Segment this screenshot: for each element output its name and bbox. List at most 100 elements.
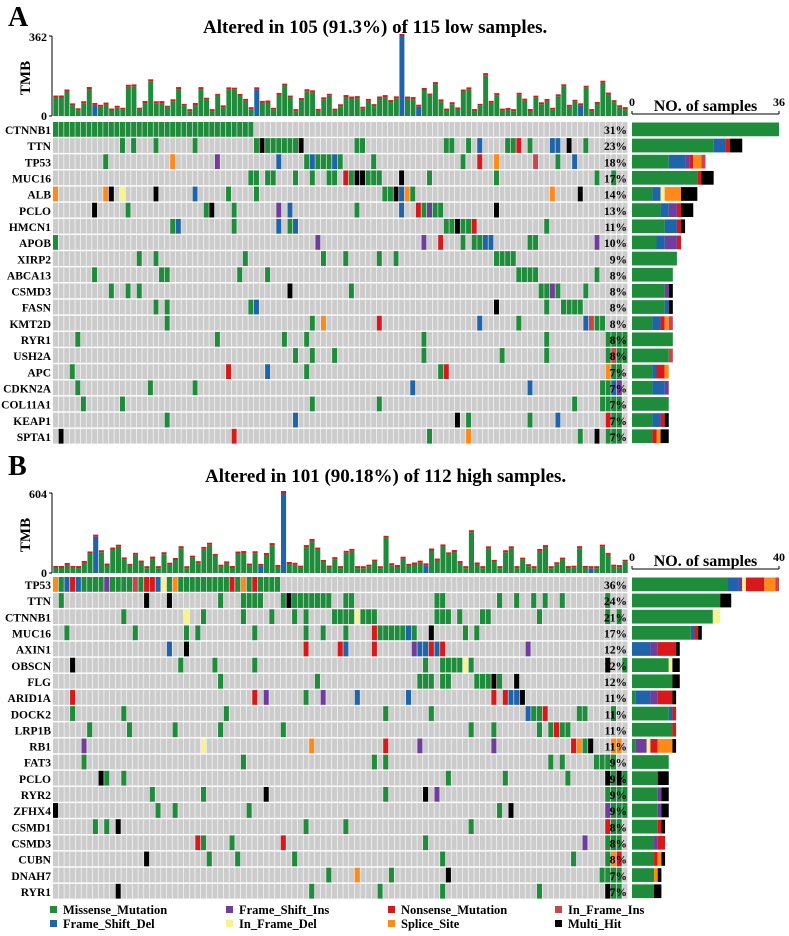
tmb-bar [514,568,520,573]
grid-cell [153,412,159,428]
grid-cell [434,690,440,705]
mutation-cell [315,235,321,250]
grid-cell [131,364,137,379]
grid-cell [622,122,628,137]
mutation-cell [605,786,611,802]
grid-cell [510,122,516,137]
grid-cell [108,218,114,234]
mutation-cell [276,138,282,153]
grid-cell [376,380,382,396]
grid-cell [600,299,606,315]
grid-cell [549,154,555,170]
grid-cell [142,186,148,202]
tmb-bar [561,86,567,116]
grid-cell [75,690,81,705]
grid-cell [97,267,103,283]
grid-cell [203,428,209,444]
grid-cell [75,706,81,721]
tmb-bar [298,100,304,116]
sample-count-bar-segment [664,380,669,395]
grid-cell [553,577,560,592]
grid-cell [257,657,264,673]
grid-cell [92,754,98,770]
grid-cell [131,396,137,412]
grid-cell [303,722,309,738]
grid-cell [220,299,226,315]
grid-cell [131,348,137,363]
grid-cell [201,706,207,721]
grid-cell [186,412,192,428]
grid-cell [104,722,110,738]
grid-cell [298,428,304,444]
grid-cell [343,122,349,137]
grid-cell [360,396,366,412]
tmb-tick-label-max: 362 [29,30,47,44]
grid-cell [376,348,382,363]
tmb-bar [503,552,509,573]
mutation-cell [393,251,399,266]
tmb-bar [53,567,59,573]
mutation-cell [360,138,366,153]
grid-cell [229,819,235,834]
grid-cell [542,819,548,834]
grid-cell [297,722,303,738]
grid-cell [423,690,429,705]
grid-cell [203,154,209,170]
grid-cell [92,186,98,202]
panel-a-title: Altered in 105 (91.3%) of 115 low sample… [203,17,548,38]
grid-cell [287,428,293,444]
mutation-cell [348,283,354,299]
grid-cell [69,428,75,444]
mutation-cell [155,803,161,818]
grid-cell [235,835,241,851]
grid-cell [64,283,70,299]
grid-cell [218,835,224,851]
grid-cell [70,641,76,657]
grid-cell [253,235,259,250]
grid-cell [474,770,480,786]
grid-cell [471,170,477,186]
grid-cell [421,283,427,299]
grid-cell [136,170,142,186]
grid-cell [471,315,477,331]
grid-cell [214,364,220,379]
tmb-bar [617,107,623,116]
grid-cell [242,428,248,444]
tmb-bar-cap [97,104,103,107]
grid-cell [326,625,332,641]
grid-cell [80,299,86,315]
grid-cell [382,315,388,331]
grid-cell [287,412,293,428]
grid-cell [622,577,628,592]
grid-cell [510,428,516,444]
sample-count-bar-segment [656,235,665,250]
grid-cell [178,803,184,818]
grid-cell [98,722,104,738]
grid-cell [153,154,159,170]
grid-cell [153,396,159,412]
tmb-bar-cap [120,107,126,110]
grid-cell [131,202,137,218]
grid-cell [108,348,114,363]
grid-cell [172,690,178,705]
mutation-cell [332,348,338,363]
tmb-bar [622,109,628,116]
grid-cell [80,138,86,153]
grid-cell [376,186,382,202]
grid-cell [125,154,131,170]
grid-cell [98,625,104,641]
grid-cell [331,722,338,738]
grid-cell [365,202,371,218]
grid-cell [505,154,511,170]
grid-cell [292,706,298,721]
grid-cell [354,851,360,867]
sample-count-bar-segment [668,706,673,721]
grid-cell [616,251,622,266]
grid-cell [132,851,138,867]
mutation-cell [337,609,343,625]
grid-cell [263,722,269,738]
grid-cell [377,706,383,721]
sample-count-bar-segment [661,787,669,802]
grid-cell [561,202,566,218]
mutation-cell [293,218,299,234]
